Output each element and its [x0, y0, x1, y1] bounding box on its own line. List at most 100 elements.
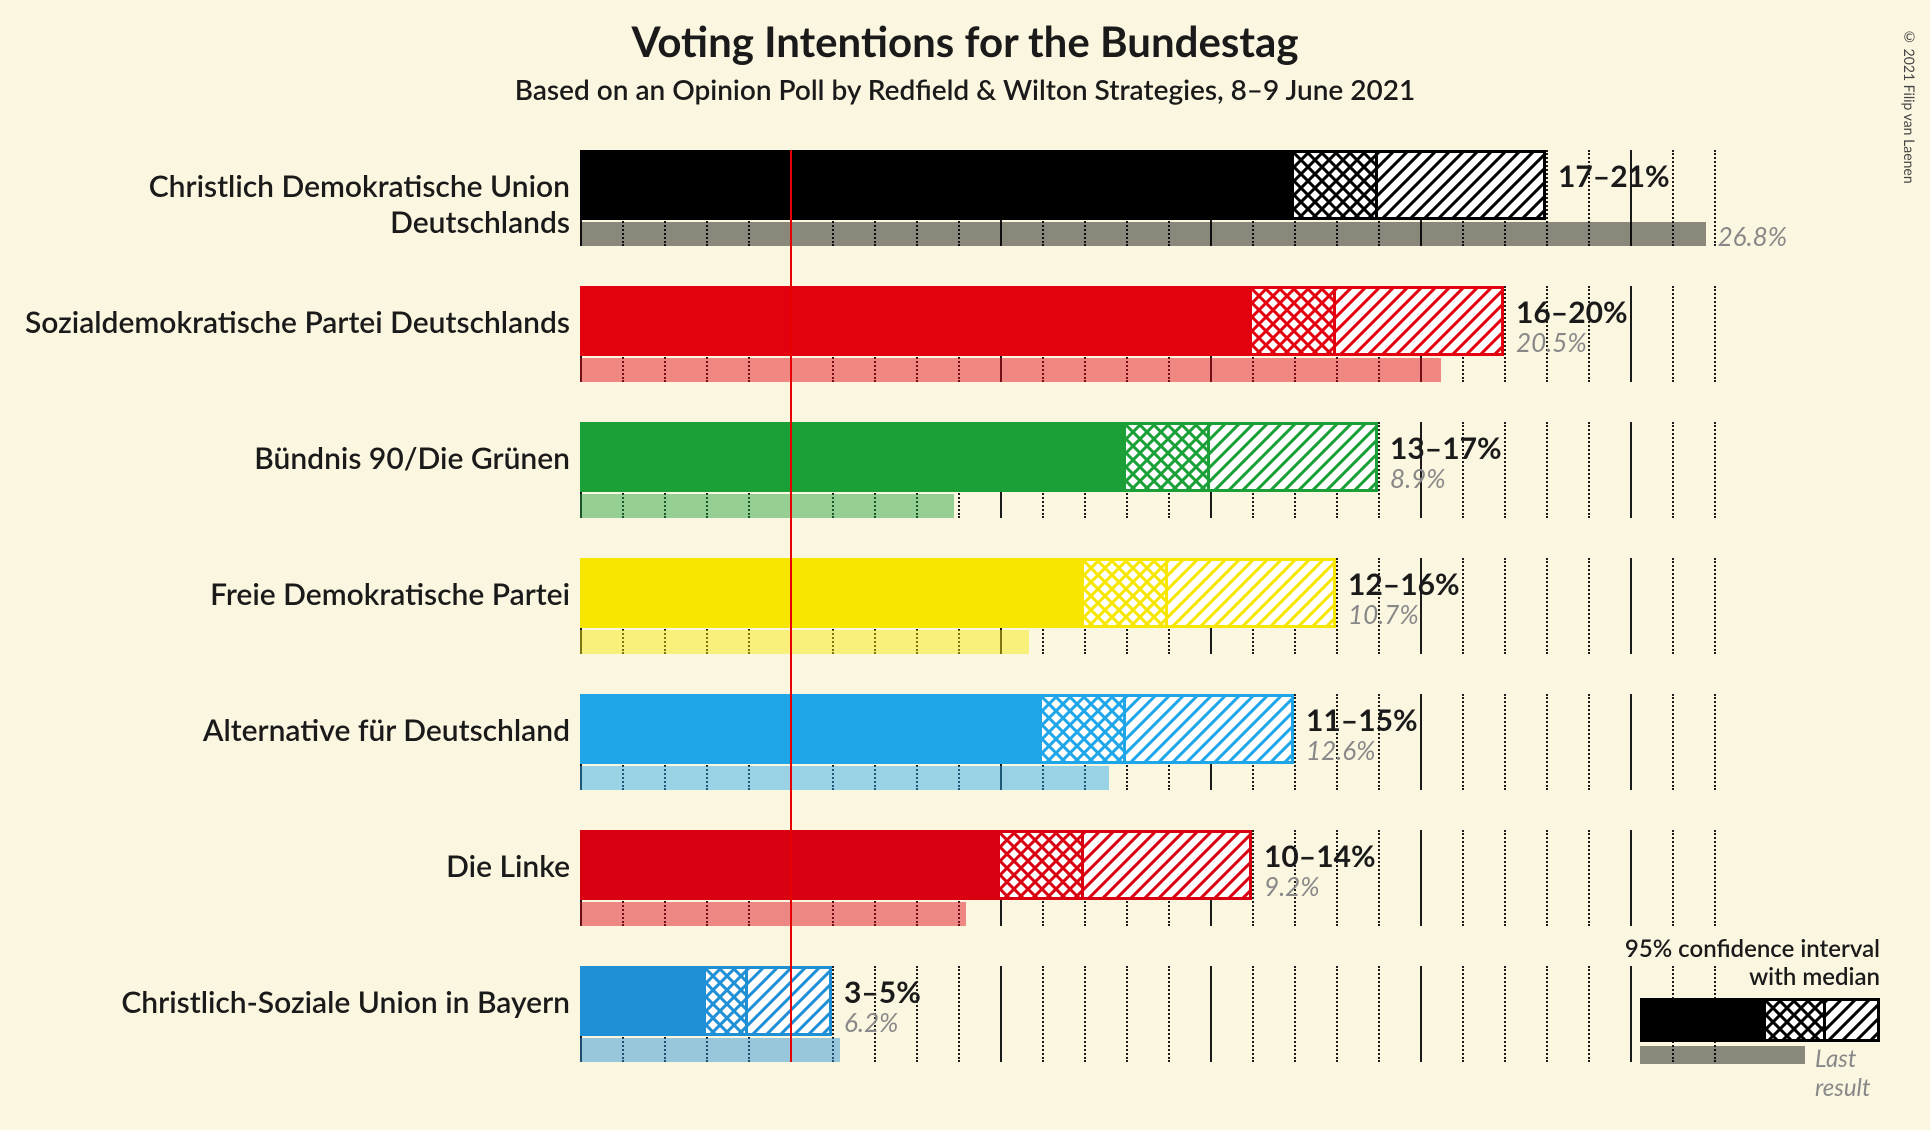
- gridline: [1504, 966, 1506, 1062]
- gridline: [1588, 558, 1590, 654]
- gridline: [1378, 422, 1380, 518]
- bar-diagonal: [1336, 286, 1504, 356]
- gridline: [1714, 558, 1716, 654]
- gridline: [1588, 694, 1590, 790]
- gridline: [1504, 422, 1506, 518]
- bar-last-result: [580, 902, 966, 926]
- range-label: 16–20%: [1516, 294, 1628, 330]
- gridline: [1714, 422, 1716, 518]
- gridline: [1714, 286, 1716, 382]
- bar-solid: [580, 694, 1042, 764]
- range-label: 10–14%: [1264, 838, 1376, 874]
- party-label: Bündnis 90/Die Grünen: [0, 440, 570, 476]
- gridline: [1504, 694, 1506, 790]
- gridline: [1336, 558, 1338, 654]
- gridline: [1546, 830, 1548, 926]
- gridline: [958, 966, 960, 1062]
- gridline: [1168, 966, 1170, 1062]
- gridline: [1714, 830, 1716, 926]
- legend-text-1: 95% confidence interval: [1625, 934, 1880, 963]
- last-result-label: 20.5%: [1516, 326, 1587, 358]
- gridline: [1336, 966, 1338, 1062]
- bar-crosshatch: [1126, 422, 1210, 492]
- gridline: [1630, 694, 1632, 790]
- gridline: [1420, 830, 1422, 926]
- gridline: [1546, 422, 1548, 518]
- bar-last-result: [580, 358, 1441, 382]
- bar-crosshatch: [1252, 286, 1336, 356]
- bar-last-result: [580, 630, 1029, 654]
- legend-text-2: with median: [1749, 962, 1880, 991]
- gridline: [1042, 966, 1044, 1062]
- legend-bar-crosshatch: [1766, 998, 1826, 1042]
- gridline: [1420, 966, 1422, 1062]
- gridline: [1630, 558, 1632, 654]
- legend-last-text: Last result: [1815, 1044, 1880, 1102]
- bar-crosshatch: [1084, 558, 1168, 628]
- bar-crosshatch: [1294, 150, 1378, 220]
- gridline: [1378, 966, 1380, 1062]
- gridline: [1672, 422, 1674, 518]
- bar-last-result: [580, 766, 1109, 790]
- party-label: Freie Demokratische Partei: [0, 576, 570, 612]
- gridline: [1714, 150, 1716, 246]
- bar-diagonal: [1084, 830, 1252, 900]
- gridline: [1588, 966, 1590, 1062]
- chart-plot-area: Christlich Demokratische Union Deutschla…: [0, 16, 1930, 1130]
- gridline: [1504, 558, 1506, 654]
- gridline: [1210, 966, 1212, 1062]
- party-label: Christlich-Soziale Union in Bayern: [0, 984, 570, 1020]
- legend-bar-diagonal: [1826, 998, 1880, 1042]
- legend-bar-last: [1640, 1046, 1805, 1064]
- party-label: Die Linke: [0, 848, 570, 884]
- gridline: [1462, 694, 1464, 790]
- gridline: [1294, 966, 1296, 1062]
- party-label: Christlich Demokratische Union Deutschla…: [0, 168, 570, 240]
- party-label: Alternative für Deutschland: [0, 712, 570, 748]
- bar-diagonal: [1378, 150, 1546, 220]
- bar-last-result: [580, 222, 1706, 246]
- gridline: [1672, 694, 1674, 790]
- gridline: [1672, 286, 1674, 382]
- last-result-label: 8.9%: [1390, 462, 1446, 494]
- bar-last-result: [580, 494, 954, 518]
- bar-crosshatch: [1000, 830, 1084, 900]
- last-result-label: 6.2%: [844, 1006, 898, 1038]
- gridline: [1462, 966, 1464, 1062]
- bar-diagonal: [1210, 422, 1378, 492]
- gridline: [1588, 422, 1590, 518]
- bar-diagonal: [1126, 694, 1294, 764]
- gridline: [1546, 694, 1548, 790]
- range-label: 3–5%: [844, 974, 921, 1010]
- gridline: [1420, 694, 1422, 790]
- party-label: Sozialdemokratische Partei Deutschlands: [0, 304, 570, 340]
- gridline: [1630, 286, 1632, 382]
- bar-last-result: [580, 1038, 840, 1062]
- range-label: 17–21%: [1558, 158, 1670, 194]
- gridline: [1504, 830, 1506, 926]
- gridline: [1546, 558, 1548, 654]
- last-result-label: 26.8%: [1718, 220, 1787, 252]
- threshold-line: [790, 150, 792, 1062]
- gridline: [1084, 966, 1086, 1062]
- last-result-label: 10.7%: [1348, 598, 1419, 630]
- range-label: 12–16%: [1348, 566, 1460, 602]
- bar-crosshatch: [1042, 694, 1126, 764]
- gridline: [1630, 966, 1632, 1062]
- bar-solid: [580, 150, 1294, 220]
- bar-solid: [580, 966, 706, 1036]
- gridline: [1672, 558, 1674, 654]
- range-label: 13–17%: [1390, 430, 1502, 466]
- bar-crosshatch: [706, 966, 748, 1036]
- bar-solid: [580, 558, 1084, 628]
- gridline: [1588, 830, 1590, 926]
- bar-solid: [580, 422, 1126, 492]
- gridline: [1630, 830, 1632, 926]
- gridline: [1252, 830, 1254, 926]
- gridline: [1630, 422, 1632, 518]
- bar-solid: [580, 286, 1252, 356]
- gridline: [1462, 830, 1464, 926]
- gridline: [1714, 694, 1716, 790]
- gridline: [1672, 830, 1674, 926]
- last-result-label: 9.2%: [1264, 870, 1320, 902]
